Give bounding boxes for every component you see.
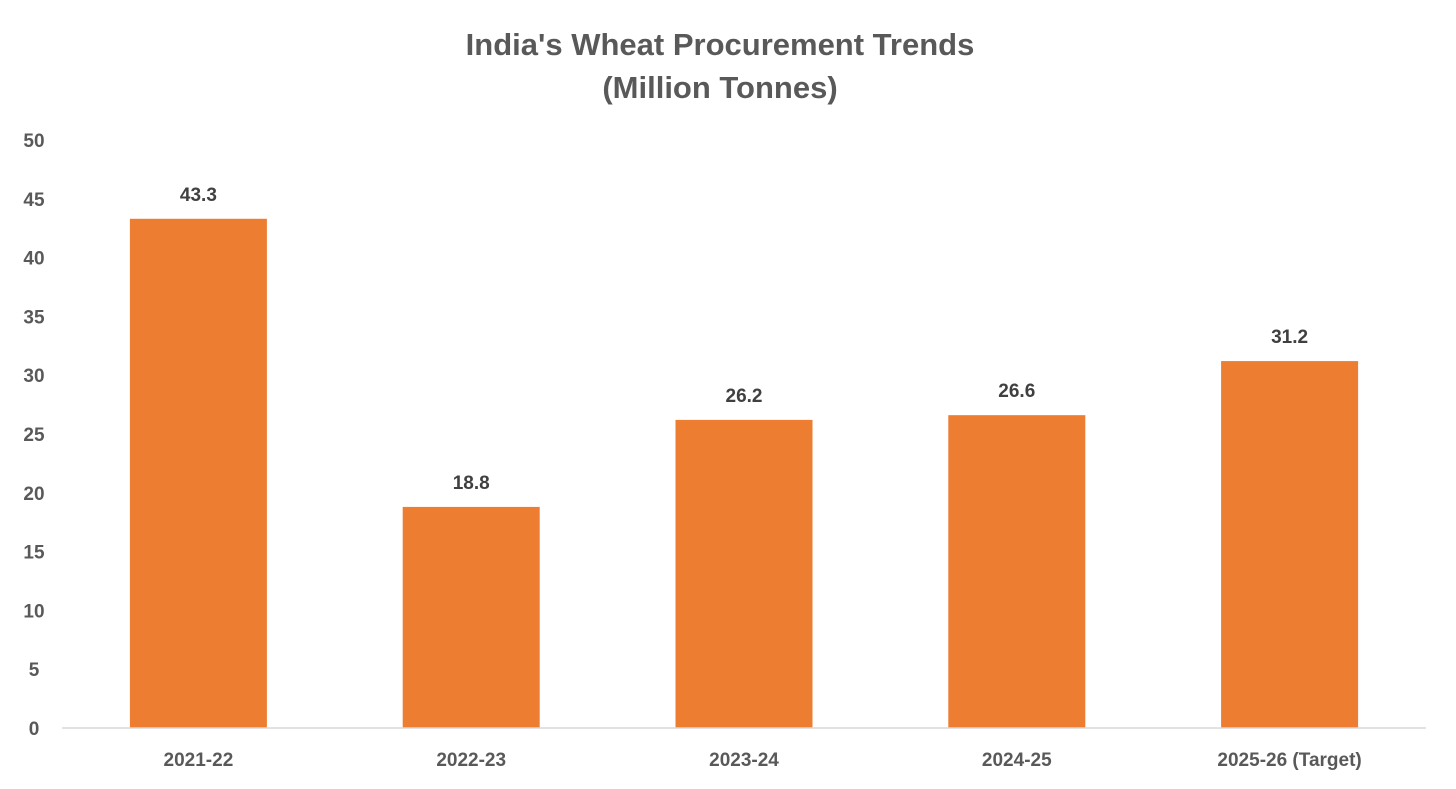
y-tick-label: 10: [23, 601, 44, 622]
y-tick-label: 35: [23, 307, 45, 328]
x-axis-ticks: 2021-22 2022-23 2023-24 2024-25 2025-26 (Tar…: [164, 750, 1362, 771]
y-tick-label: 45: [23, 190, 45, 211]
bar: [948, 415, 1086, 728]
y-tick-label: 5: [29, 660, 40, 681]
x-tick-label: 2023-24: [709, 750, 779, 771]
y-axis-ticks: 0 5 10 15 20 25 30 35 40 45 50: [23, 131, 45, 740]
y-tick-label: 30: [23, 366, 44, 387]
y-tick-label: 40: [23, 249, 44, 270]
x-tick-label: 2021-22: [164, 750, 234, 771]
y-tick-label: 15: [23, 543, 45, 564]
x-tick-label: 2024-25: [982, 750, 1052, 771]
bars-group: [129, 218, 1359, 729]
bar: [402, 506, 540, 728]
y-tick-label: 50: [23, 131, 44, 152]
chart-subtitle: (Million Tonnes): [602, 70, 838, 105]
data-label: 26.2: [726, 386, 763, 407]
x-tick-label: 2022-23: [436, 750, 506, 771]
data-label: 43.3: [180, 185, 217, 206]
bar: [1221, 361, 1359, 728]
bar: [675, 419, 813, 728]
y-tick-label: 20: [23, 484, 44, 505]
y-tick-label: 0: [29, 719, 40, 740]
bar: [129, 218, 267, 729]
data-label: 18.8: [453, 473, 490, 494]
data-label: 31.2: [1271, 327, 1308, 348]
data-labels-group: 43.3 18.8 26.2 26.6 31.2: [180, 185, 1308, 494]
data-label: 26.6: [998, 381, 1035, 402]
chart-title: India's Wheat Procurement Trends: [465, 27, 975, 62]
y-tick-label: 25: [23, 425, 45, 446]
x-tick-label: 2025-26 (Target): [1217, 750, 1361, 771]
